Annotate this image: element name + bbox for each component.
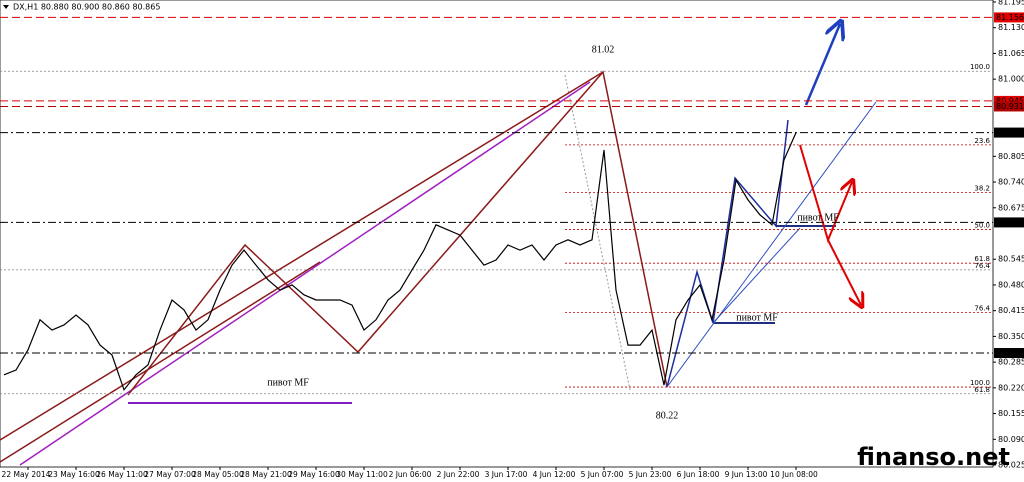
fib-label: 50.0 <box>974 222 990 230</box>
trend-line <box>712 227 801 324</box>
x-tick-label: 22 May 2014 <box>2 470 51 479</box>
annotation: пивот MF <box>267 377 309 388</box>
x-tick-label: 5 Jun 07:00 <box>581 470 624 479</box>
annotation: пивот MF <box>736 312 778 323</box>
y-tick-label: 80.480 <box>998 280 1024 289</box>
y-tick-label: 81.130 <box>998 23 1024 32</box>
fib-label: 61.8 <box>974 255 990 263</box>
trend-line <box>0 261 321 463</box>
pattern-line <box>127 70 668 396</box>
plot-area <box>0 0 994 468</box>
y-tick-label: 81.195 <box>998 0 1024 6</box>
y-tick-label: 80.220 <box>998 383 1024 392</box>
y-tick-label: 81.000 <box>998 75 1024 84</box>
x-tick-label: 6 Jun 18:00 <box>677 470 720 479</box>
annotation: пивот MF <box>797 212 839 223</box>
y-tick-label: 81.065 <box>998 49 1024 58</box>
fib-label: 100.0 <box>970 63 990 71</box>
drawing-objects <box>0 24 877 466</box>
annotation: 80.22 <box>656 410 679 421</box>
price-box <box>994 127 1024 138</box>
price-box <box>994 101 1024 112</box>
x-tick-label: 3 Jun 17:00 <box>485 470 528 479</box>
x-tick-label: 30 May 11:00 <box>336 470 388 479</box>
price-box-label: 81.156 <box>996 13 1024 22</box>
trend-line <box>19 81 591 466</box>
trend-line <box>666 101 877 388</box>
price-line <box>3 132 797 392</box>
x-tick-label: 28 May 21:00 <box>240 470 292 479</box>
x-tick-label: 5 Jun 23:00 <box>629 470 672 479</box>
price-box-label: 80.638 <box>996 218 1024 227</box>
price-box-label: 80.308 <box>996 349 1024 358</box>
arrow <box>804 24 840 106</box>
arrow <box>827 239 861 305</box>
trend-line <box>564 74 631 391</box>
watermark: finanso.net <box>857 443 1010 471</box>
menu-icon[interactable] <box>3 5 9 9</box>
x-tick-label: 23 May 16:00 <box>48 470 100 479</box>
x-tick-label: 2 Jun 22:00 <box>437 470 480 479</box>
chart-title: DX,H1 80.880 80.900 80.860 80.865 <box>13 3 160 12</box>
price-box <box>994 348 1024 359</box>
x-tick-label: 2 Jun 06:00 <box>389 470 432 479</box>
fib-label: 100.0 <box>970 379 990 387</box>
y-tick-label: 80.155 <box>998 409 1024 418</box>
x-tick-label: 4 Jun 12:00 <box>533 470 576 479</box>
y-tick-label: 80.090 <box>998 435 1024 444</box>
x-tick-label: 28 May 05:00 <box>192 470 244 479</box>
fib-label: 38.2 <box>974 184 990 192</box>
x-tick-label: 27 May 07:00 <box>144 470 196 479</box>
y-tick-label: 80.545 <box>998 255 1024 264</box>
fib-label: 23.6 <box>974 137 990 145</box>
trend-line <box>0 71 604 441</box>
fib-label: 76.4 <box>974 262 990 270</box>
x-tick-label: 10 Jun 08:00 <box>770 470 818 479</box>
annotation: 81.02 <box>592 44 615 55</box>
price-box <box>994 217 1024 228</box>
x-tick-label: 26 May 11:00 <box>96 470 148 479</box>
y-tick-label: 80.025 <box>998 461 1024 470</box>
y-tick-label: 80.285 <box>998 358 1024 367</box>
fib-label: 61.8 <box>974 386 990 394</box>
pattern-line <box>666 119 789 388</box>
y-tick-label: 80.415 <box>998 306 1024 315</box>
y-tick-label: 80.805 <box>998 152 1024 161</box>
y-tick-label: 80.350 <box>998 332 1024 341</box>
x-tick-label: 9 Jun 13:00 <box>725 470 768 479</box>
price-box-label: 80.931 <box>996 102 1024 111</box>
fib-label: 76.4 <box>974 305 990 313</box>
price-box-label: 80.945 <box>996 96 1024 105</box>
price-box <box>994 95 1024 106</box>
y-tick-label: 80.675 <box>998 203 1024 212</box>
y-tick-label: 80.740 <box>998 178 1024 187</box>
price-box-label: 80.865 <box>996 128 1024 137</box>
x-tick-label: 29 May 16:00 <box>288 470 340 479</box>
price-box <box>994 12 1024 23</box>
